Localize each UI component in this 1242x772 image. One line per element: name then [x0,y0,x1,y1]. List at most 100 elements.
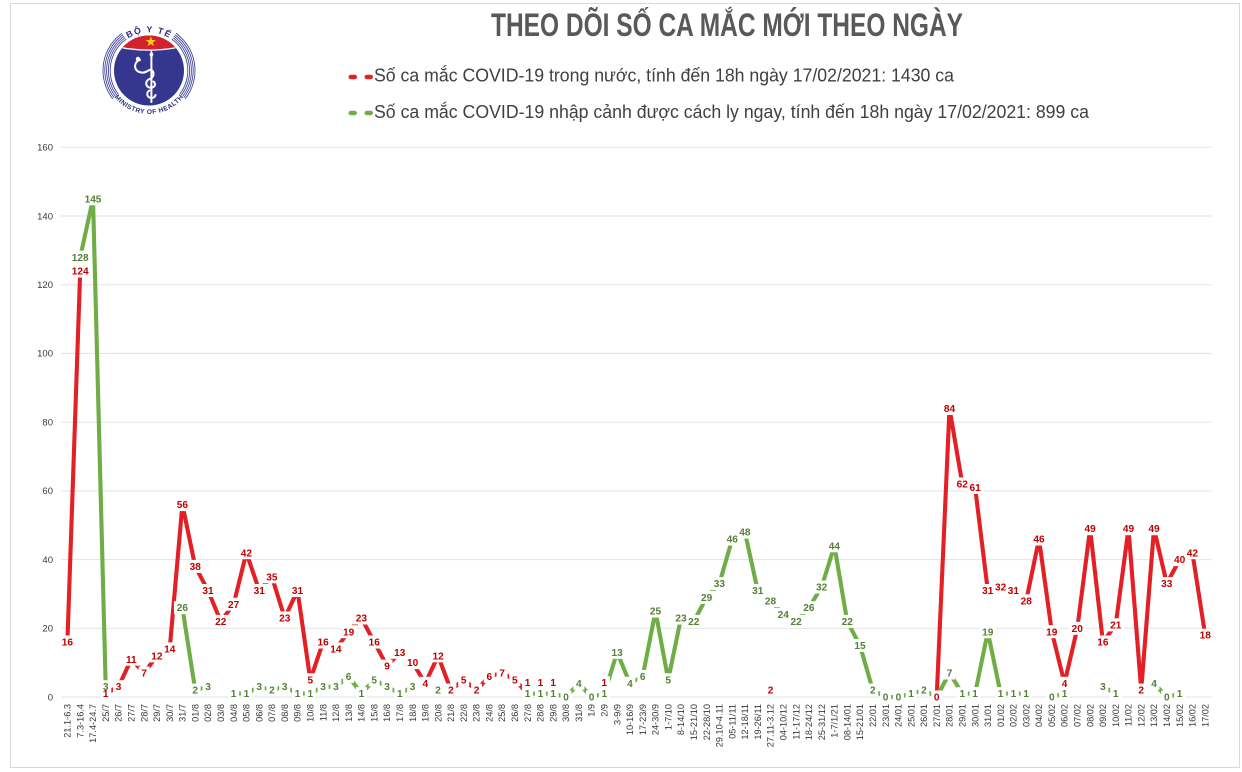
svg-text:16/02: 16/02 [1188,704,1198,727]
svg-text:07/02: 07/02 [1073,704,1083,727]
svg-text:27.11-3.12: 27.11-3.12 [766,704,776,747]
svg-text:16: 16 [62,638,74,649]
svg-text:14/8: 14/8 [357,704,367,722]
svg-text:15-21/10: 15-21/10 [689,704,699,740]
svg-text:29/7: 29/7 [152,704,162,722]
svg-text:19: 19 [1046,627,1058,638]
svg-text:10-16/9: 10-16/9 [625,704,635,735]
svg-text:16: 16 [1097,638,1109,649]
svg-text:27: 27 [228,600,240,611]
svg-text:31/01: 31/01 [983,704,993,727]
svg-text:60: 60 [42,486,53,497]
svg-text:80: 80 [42,418,53,429]
svg-text:23/8: 23/8 [472,704,482,722]
svg-text:22: 22 [688,617,700,628]
svg-text:42: 42 [1187,548,1199,559]
svg-text:20: 20 [42,624,53,635]
svg-text:12: 12 [151,651,163,662]
svg-text:7.3-16.4: 7.3-16.4 [75,704,85,738]
svg-text:0: 0 [883,693,889,704]
svg-text:26/7: 26/7 [114,704,124,722]
svg-text:120: 120 [37,280,53,291]
svg-text:26: 26 [177,603,189,614]
svg-text:4: 4 [576,679,582,690]
svg-text:5: 5 [512,675,518,686]
svg-text:61: 61 [969,483,981,494]
svg-text:06/8: 06/8 [254,704,264,722]
svg-text:2/9: 2/9 [600,704,610,717]
svg-text:25/01: 25/01 [906,704,916,727]
svg-text:40: 40 [42,555,53,566]
svg-text:2: 2 [192,686,198,697]
svg-text:46: 46 [1033,535,1045,546]
svg-text:1: 1 [538,678,544,689]
svg-text:11/02: 11/02 [1124,704,1134,726]
svg-text:44: 44 [829,541,841,552]
svg-text:27/01: 27/01 [932,704,942,727]
svg-text:33: 33 [714,579,726,590]
svg-text:07/8: 07/8 [267,704,277,722]
svg-text:Số ca mắc COVID-19 nhập cảnh đ: Số ca mắc COVID-19 nhập cảnh được cách l… [374,101,1090,122]
svg-text:3: 3 [282,682,288,693]
svg-text:15/8: 15/8 [369,704,379,722]
svg-text:18-24/12: 18-24/12 [804,704,814,740]
svg-text:1: 1 [307,689,313,700]
svg-text:26: 26 [803,603,815,614]
svg-text:28/01: 28/01 [945,704,955,727]
svg-text:30/7: 30/7 [165,704,175,722]
svg-text:12-18/11: 12-18/11 [740,704,750,740]
svg-text:1: 1 [1113,689,1119,700]
svg-text:08-14/01: 08-14/01 [842,704,852,740]
svg-text:84: 84 [944,404,956,415]
svg-text:38: 38 [190,562,202,573]
svg-text:12/8: 12/8 [331,704,341,722]
svg-text:32: 32 [995,583,1007,594]
svg-text:4: 4 [627,679,633,690]
svg-text:20: 20 [1072,624,1084,635]
svg-text:22/8: 22/8 [459,704,469,722]
svg-text:9: 9 [384,662,390,673]
svg-text:22: 22 [842,617,854,628]
svg-text:11/8: 11/8 [318,704,328,721]
svg-text:19: 19 [343,627,355,638]
svg-text:1: 1 [908,689,914,700]
svg-text:11-17/12: 11-17/12 [791,704,801,740]
svg-text:23: 23 [675,614,687,625]
svg-text:3: 3 [320,682,326,693]
svg-text:3: 3 [103,682,109,693]
svg-text:Số ca mắc COVID-19 trong nước,: Số ca mắc COVID-19 trong nước, tính đến … [374,65,955,86]
svg-text:2: 2 [870,686,876,697]
svg-text:25-31/12: 25-31/12 [817,704,827,740]
svg-text:03/02: 03/02 [1021,704,1031,727]
svg-text:1: 1 [1177,689,1183,700]
svg-text:09/8: 09/8 [293,704,303,722]
svg-text:01/8: 01/8 [190,704,200,722]
svg-text:14/02: 14/02 [1162,704,1172,727]
svg-text:29/01: 29/01 [958,704,968,727]
svg-text:1: 1 [103,689,109,700]
svg-text:140: 140 [37,211,53,222]
svg-text:4: 4 [1062,679,1068,690]
svg-text:1: 1 [972,689,978,700]
svg-text:49: 49 [1084,524,1096,535]
svg-text:03/8: 03/8 [216,704,226,722]
svg-text:48: 48 [739,528,751,539]
svg-text:19-26/11: 19-26/11 [753,704,763,740]
svg-text:17.4-24.7: 17.4-24.7 [88,704,98,743]
svg-text:22: 22 [790,617,802,628]
svg-text:12/02: 12/02 [1136,704,1146,727]
svg-text:28: 28 [765,596,777,607]
svg-text:40: 40 [1174,555,1186,566]
svg-text:16: 16 [317,638,329,649]
svg-text:21: 21 [1110,620,1122,631]
svg-text:22-28/10: 22-28/10 [702,704,712,740]
svg-text:1: 1 [525,678,531,689]
svg-text:31/8: 31/8 [574,704,584,722]
svg-text:1: 1 [397,689,403,700]
svg-text:THEO DÕI SỐ CA MẮC MỚI THEO NG: THEO DÕI SỐ CA MẮC MỚI THEO NGÀY [491,7,963,43]
svg-text:5: 5 [371,675,377,686]
svg-text:3: 3 [1100,682,1106,693]
svg-text:6: 6 [486,672,492,683]
svg-text:28: 28 [1021,596,1033,607]
svg-text:BỘ Y TẾ: BỘ Y TẾ [124,24,173,40]
